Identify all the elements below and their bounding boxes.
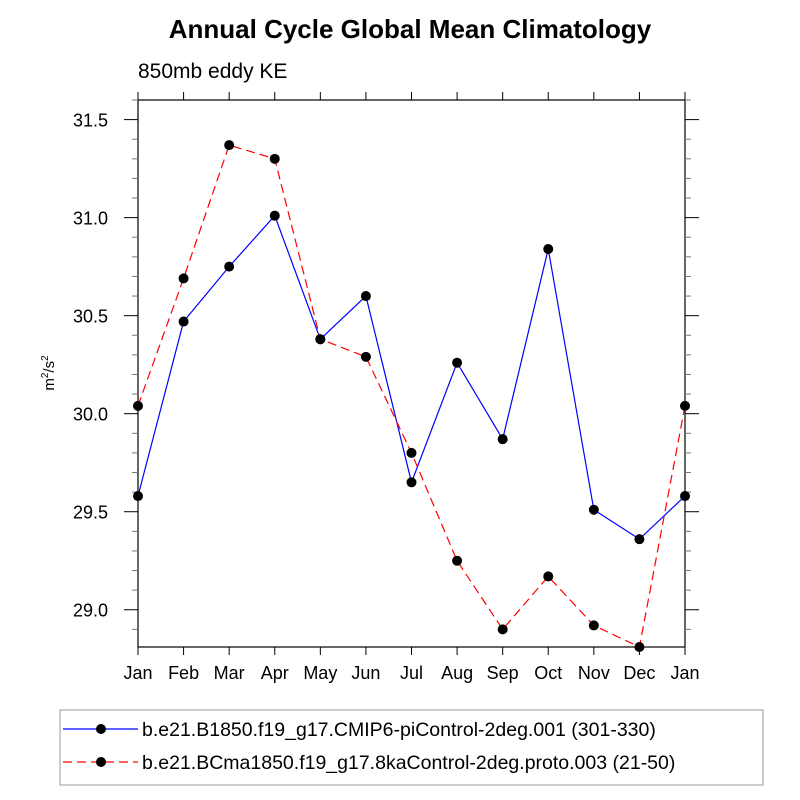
data-point [680, 400, 690, 411]
x-tick-label: Jun [351, 663, 380, 683]
data-point [269, 153, 280, 164]
data-point [543, 571, 554, 582]
y-tick-label: 31.5 [73, 111, 108, 131]
data-point [634, 642, 645, 652]
data-point [269, 210, 280, 221]
svg-text:m2/s2: m2/s2 [40, 355, 58, 391]
chart-title: Annual Cycle Global Mean Climatology [169, 14, 652, 44]
y-tick-label: 30.5 [73, 307, 108, 327]
legend-box [59, 709, 764, 786]
data-point [178, 316, 189, 327]
data-point [497, 434, 508, 445]
x-tick-label: Mar [214, 663, 245, 683]
x-tick-label: Feb [168, 663, 199, 683]
legend-label-1: b.e21.B1850.f19_g17.CMIP6-piControl-2deg… [142, 719, 656, 741]
data-point [634, 534, 645, 545]
data-point [224, 261, 235, 272]
series-line [137, 144, 686, 648]
x-tick-label: Jan [123, 663, 152, 683]
data-point [133, 400, 143, 411]
x-tick-label: Apr [261, 663, 289, 683]
data-point [360, 351, 371, 362]
x-tick-label: Nov [578, 663, 610, 683]
legend-marker-1 [96, 724, 106, 734]
y-tick-label: 29.5 [73, 503, 108, 523]
data-point [315, 334, 326, 345]
y-axis-label: m2/s2 [40, 355, 58, 391]
x-tick-label: Dec [623, 663, 655, 683]
y-tick-label: 30.0 [73, 405, 108, 425]
x-tick-label: Oct [534, 663, 562, 683]
x-tick-label: Sep [487, 663, 519, 683]
axes: Jan Feb Mar Apr May Jun Jul Aug Sep Oct Nov Dec Jan 2… [73, 92, 700, 683]
x-tick-label: Aug [441, 663, 473, 683]
data-point [406, 447, 417, 458]
data-point [133, 491, 143, 502]
series-2 [133, 140, 690, 652]
data-point [543, 244, 554, 255]
legend-label-2: b.e21.BCma1850.f19_g17.8kaControl-2deg.p… [142, 752, 675, 774]
legend: b.e21.B1850.f19_g17.CMIP6-piControl-2deg… [59, 709, 764, 786]
data-point [452, 555, 463, 566]
x-tick-label: Jul [400, 663, 423, 683]
data-point [452, 357, 463, 368]
y-tick-label: 31.0 [73, 209, 108, 229]
plot-frame [137, 99, 686, 648]
data-point [178, 273, 189, 284]
data-point [680, 491, 690, 502]
y-tick-label: 29.0 [73, 601, 108, 621]
data-point [224, 140, 235, 151]
x-tick-label: May [303, 663, 337, 683]
data-point [588, 504, 599, 515]
series-layer [133, 140, 690, 652]
series-line [137, 214, 686, 540]
data-point [588, 620, 599, 631]
data-point [406, 477, 417, 488]
legend-marker-2 [96, 757, 106, 767]
x-tick-label: Jan [670, 663, 699, 683]
data-point [360, 291, 371, 302]
series-1 [133, 210, 690, 545]
chart-subtitle: 850mb eddy KE [138, 60, 287, 83]
data-point [497, 624, 508, 635]
